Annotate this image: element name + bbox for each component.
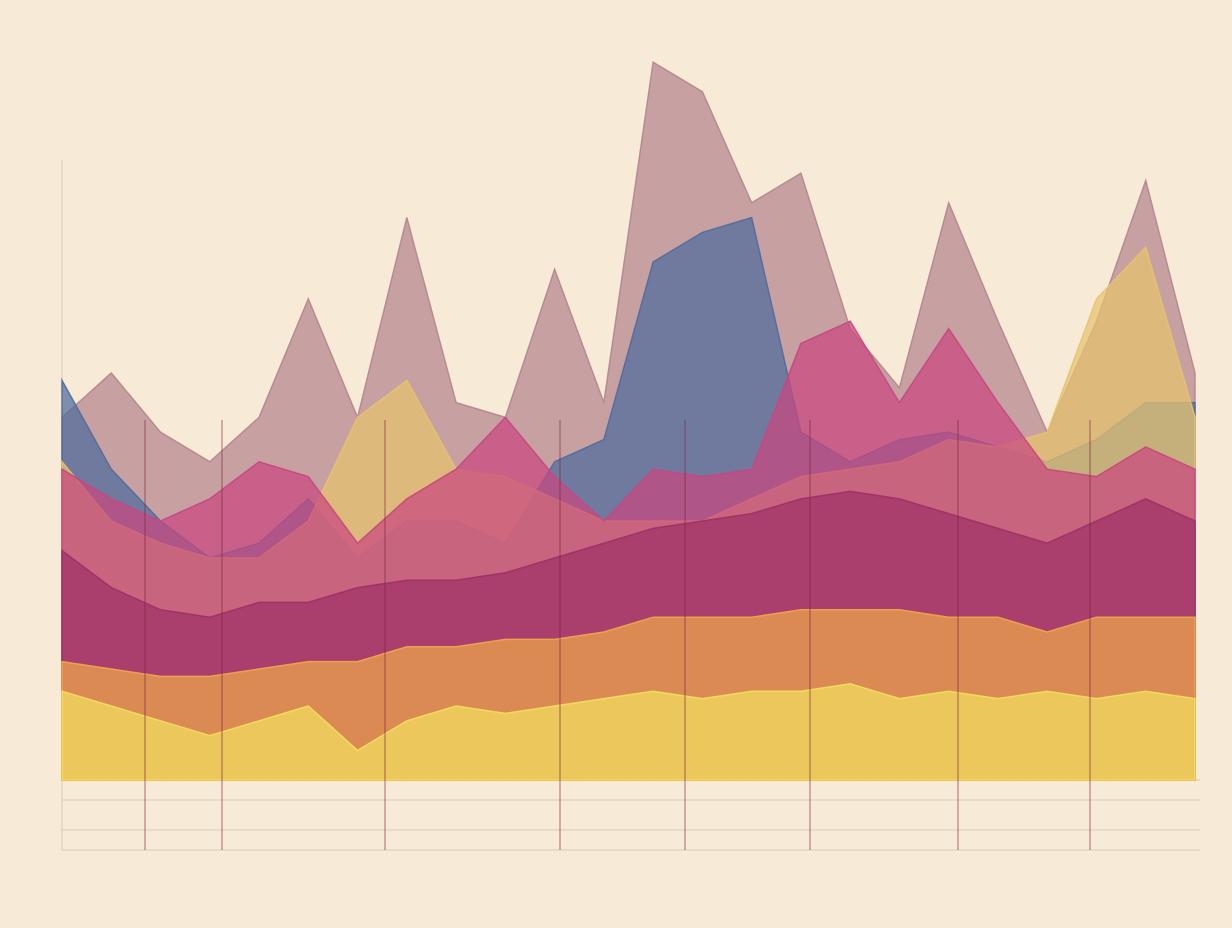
decor-verticals bbox=[144, 420, 1091, 850]
plot bbox=[61, 60, 1196, 781]
area bbox=[61, 683, 1196, 781]
